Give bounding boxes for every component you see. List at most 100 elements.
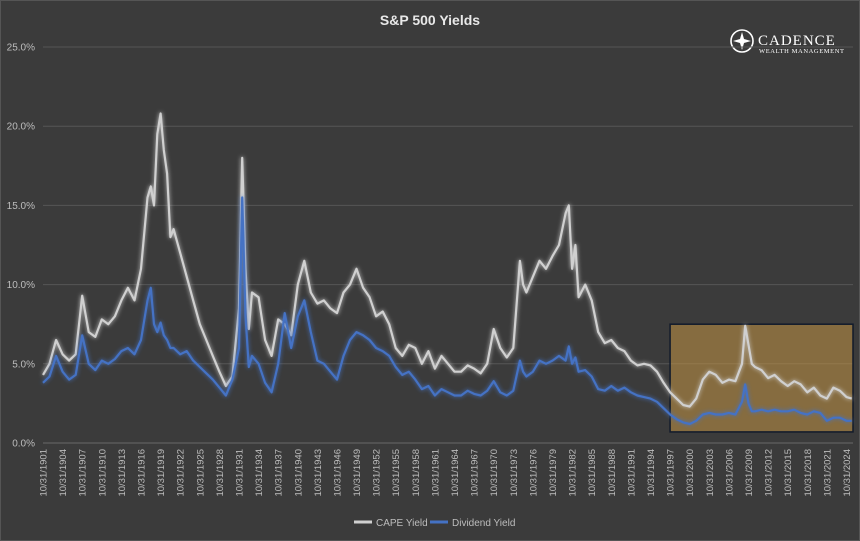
data-point <box>121 350 123 352</box>
data-point <box>793 409 795 411</box>
data-point <box>356 331 358 333</box>
data-point <box>761 369 763 371</box>
data-point <box>81 295 83 297</box>
data-point <box>108 323 110 325</box>
logo-tagline: WEALTH MANAGEMENT <box>759 48 845 55</box>
data-point <box>402 374 404 376</box>
data-point <box>630 360 632 362</box>
data-point <box>793 380 795 382</box>
data-point <box>486 390 488 392</box>
data-point <box>709 371 711 373</box>
x-tick-label: 10/31/1934 <box>254 449 265 497</box>
data-point <box>382 311 384 313</box>
data-point <box>199 366 201 368</box>
data-point <box>317 303 319 305</box>
x-tick-label: 10/31/1931 <box>235 449 246 497</box>
compass-icon <box>730 29 754 53</box>
data-point <box>362 335 364 337</box>
data-point <box>441 355 443 357</box>
legend-label-dividend: Dividend Yield <box>452 518 515 529</box>
data-point <box>754 411 756 413</box>
data-point <box>160 322 162 324</box>
data-point <box>173 228 175 230</box>
data-point <box>166 339 168 341</box>
data-point <box>375 347 377 349</box>
data-point <box>780 380 782 382</box>
data-point <box>751 411 753 413</box>
data-point <box>343 355 345 357</box>
y-tick-label: 5.0% <box>12 359 35 370</box>
data-point <box>304 300 306 302</box>
data-point <box>467 390 469 392</box>
data-point <box>839 417 841 419</box>
data-point <box>650 398 652 400</box>
data-point <box>163 335 165 337</box>
data-point <box>447 392 449 394</box>
data-point <box>807 414 809 416</box>
data-point <box>402 355 404 357</box>
data-point <box>297 284 299 286</box>
data-point <box>682 404 684 406</box>
data-point <box>552 360 554 362</box>
data-point <box>317 360 319 362</box>
data-point <box>663 407 665 409</box>
data-point <box>179 354 181 356</box>
x-tick-label: 10/31/1991 <box>626 449 637 497</box>
data-point <box>539 360 541 362</box>
data-point <box>150 186 152 188</box>
data-point <box>597 331 599 333</box>
data-point <box>493 328 495 330</box>
data-point <box>591 376 593 378</box>
data-point <box>271 355 273 357</box>
data-point <box>513 347 515 349</box>
data-point <box>88 363 90 365</box>
x-tick-label: 10/31/1994 <box>646 449 657 497</box>
data-point <box>826 398 828 400</box>
data-point <box>780 411 782 413</box>
data-point <box>186 350 188 352</box>
data-point <box>604 390 606 392</box>
data-point <box>284 312 286 314</box>
data-point <box>147 197 149 199</box>
data-point <box>212 379 214 381</box>
data-point <box>807 392 809 394</box>
data-point <box>751 363 753 365</box>
data-point <box>728 412 730 414</box>
data-point <box>851 398 853 400</box>
data-point <box>709 412 711 414</box>
data-point <box>114 358 116 360</box>
data-point <box>297 316 299 318</box>
x-tick-label: 10/31/1925 <box>195 449 206 497</box>
data-point <box>500 347 502 349</box>
data-point <box>480 373 482 375</box>
data-point <box>676 418 678 420</box>
highlight-box <box>669 323 854 433</box>
data-point <box>767 377 769 379</box>
data-point <box>160 113 162 115</box>
data-point <box>702 414 704 416</box>
data-point <box>415 379 417 381</box>
data-point <box>277 363 279 365</box>
data-point <box>820 395 822 397</box>
data-point <box>75 374 77 376</box>
x-tick-label: 10/31/1946 <box>333 449 344 497</box>
data-point <box>88 331 90 333</box>
x-tick-label: 10/31/2021 <box>822 449 833 497</box>
data-point <box>682 422 684 424</box>
data-point <box>637 395 639 397</box>
data-point <box>584 369 586 371</box>
compass-star-icon <box>733 32 751 50</box>
data-point <box>241 197 243 199</box>
data-point <box>225 385 227 387</box>
x-tick-label: 10/31/1943 <box>313 449 324 497</box>
data-point <box>486 363 488 365</box>
x-tick-label: 10/31/1964 <box>450 449 461 497</box>
data-point <box>744 384 746 386</box>
data-point <box>428 350 430 352</box>
data-point <box>656 401 658 403</box>
data-point <box>565 213 567 215</box>
data-point <box>206 339 208 341</box>
data-point <box>663 382 665 384</box>
data-point <box>421 388 423 390</box>
